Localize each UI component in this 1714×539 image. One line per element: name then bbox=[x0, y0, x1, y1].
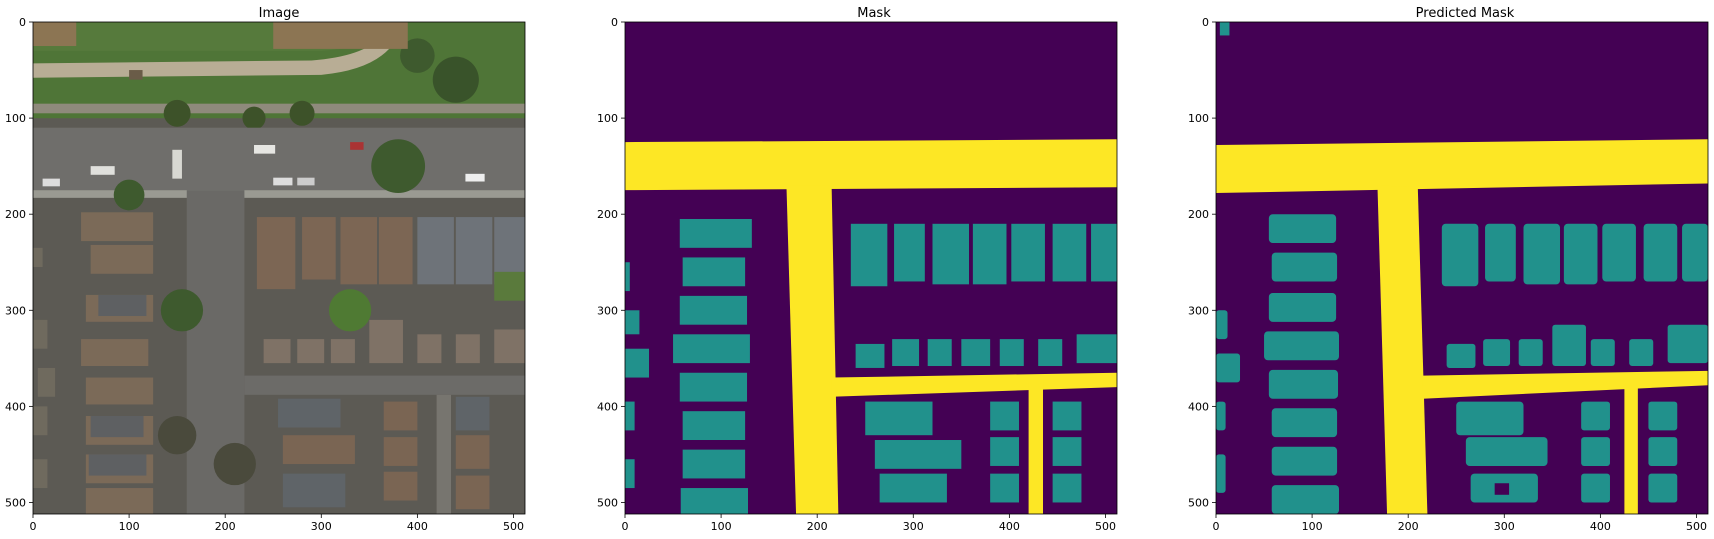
x-tick-label: 200 bbox=[807, 520, 828, 533]
x-tick-label: 100 bbox=[119, 520, 140, 533]
y-tick-label: 100 bbox=[597, 112, 618, 125]
panel-image-title: Image bbox=[259, 6, 300, 21]
y-tick-label: 100 bbox=[1188, 112, 1209, 125]
y-tick-label: 500 bbox=[597, 496, 618, 509]
x-tick-label: 300 bbox=[903, 520, 924, 533]
panel-image: Image bbox=[32, 6, 526, 515]
x-tick-label: 100 bbox=[1302, 520, 1323, 533]
ground-truth-mask bbox=[625, 22, 1117, 514]
y-tick-label: 500 bbox=[1188, 496, 1209, 509]
y-tick-label: 200 bbox=[5, 208, 26, 221]
x-tick-label: 200 bbox=[1398, 520, 1419, 533]
y-tick-label: 0 bbox=[1202, 16, 1209, 29]
x-tick-label: 100 bbox=[711, 520, 732, 533]
x-tick-label: 400 bbox=[999, 520, 1020, 533]
x-tick-label: 400 bbox=[1590, 520, 1611, 533]
axis-ticks: 0 100 200 300 400 500 0 100 200 300 400 500 0 100 200 3… bbox=[5, 16, 1707, 533]
y-tick-label: 400 bbox=[5, 400, 26, 413]
x-tick-label: 500 bbox=[1095, 520, 1116, 533]
x-tick-label: 400 bbox=[407, 520, 428, 533]
x-tick-label: 300 bbox=[1494, 520, 1515, 533]
x-tick-label: 500 bbox=[503, 520, 524, 533]
y-tick-label: 200 bbox=[597, 208, 618, 221]
y-tick-label: 200 bbox=[1188, 208, 1209, 221]
panel-mask: Mask bbox=[624, 6, 1118, 515]
y-tick-label: 100 bbox=[5, 112, 26, 125]
predicted-mask-image bbox=[1216, 22, 1708, 514]
x-tick-label: 0 bbox=[622, 520, 629, 533]
y-tick-label: 400 bbox=[1188, 400, 1209, 413]
y-tick-label: 500 bbox=[5, 496, 26, 509]
x-tick-label: 300 bbox=[311, 520, 332, 533]
panel-predicted-mask-title: Predicted Mask bbox=[1416, 6, 1515, 21]
x-tick-label: 500 bbox=[1686, 520, 1707, 533]
panel-predicted-mask: Predicted Mask bbox=[1215, 6, 1709, 515]
y-tick-label: 300 bbox=[597, 304, 618, 317]
y-tick-label: 300 bbox=[1188, 304, 1209, 317]
panel-mask-title: Mask bbox=[857, 6, 891, 21]
x-tick-label: 0 bbox=[30, 520, 37, 533]
y-tick-label: 400 bbox=[597, 400, 618, 413]
y-tick-label: 0 bbox=[19, 16, 26, 29]
y-tick-label: 300 bbox=[5, 304, 26, 317]
y-tick-label: 0 bbox=[611, 16, 618, 29]
aerial-photo bbox=[33, 22, 525, 514]
x-tick-label: 0 bbox=[1213, 520, 1220, 533]
x-tick-label: 200 bbox=[215, 520, 236, 533]
